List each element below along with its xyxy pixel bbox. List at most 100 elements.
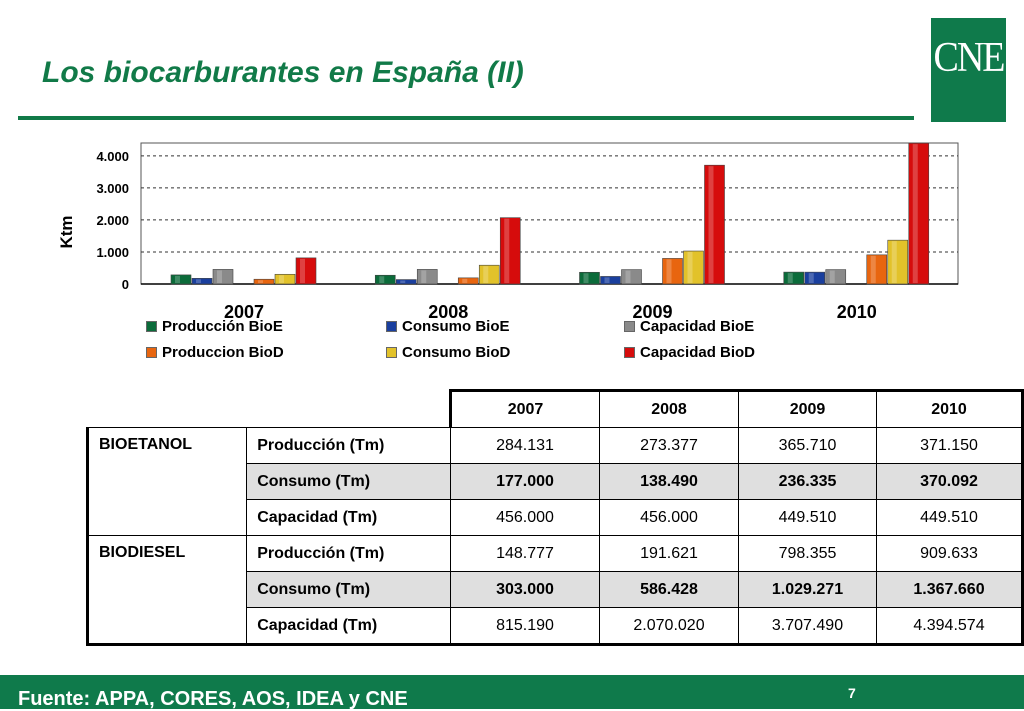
legend-item: Capacidad BioD <box>624 344 755 361</box>
chart-legend: Producción BioE Consumo BioE Capacidad Bio… <box>146 318 846 368</box>
x-category-label: 2009 <box>632 302 672 320</box>
legend-swatch <box>624 347 635 358</box>
bar <box>395 279 417 285</box>
bar <box>887 239 909 285</box>
bar-highlight <box>583 273 589 283</box>
table-cell-value: 815.190 <box>450 607 600 646</box>
legend-item: Capacidad BioE <box>624 318 754 335</box>
legend-swatch <box>386 321 397 332</box>
bar-highlight <box>462 278 468 283</box>
table-cell-value: 284.131 <box>450 427 600 464</box>
table-metric-label: Consumo (Tm) <box>246 571 451 608</box>
bar <box>191 278 213 285</box>
bar-highlight <box>891 241 897 283</box>
bar <box>253 278 275 285</box>
table-header-year: 2008 <box>599 389 739 428</box>
bar <box>499 217 521 285</box>
bar <box>170 274 192 285</box>
y-tick-label: 1.000 <box>96 245 129 260</box>
table-row: Capacidad (Tm) 456.000 456.000 449.510 449.5… <box>88 499 1024 536</box>
legend-swatch <box>146 347 157 358</box>
y-tick-label: 0 <box>122 277 129 292</box>
page-number: 7 <box>848 685 856 701</box>
bar-highlight <box>687 252 693 283</box>
bar-highlight <box>400 280 406 283</box>
table-metric-label: Producción (Tm) <box>246 427 451 464</box>
legend-label: Consumo BioE <box>402 318 510 335</box>
table-group-label: BIODIESEL <box>85 535 248 646</box>
bar <box>704 164 725 285</box>
table-header-year: 2009 <box>738 389 877 428</box>
legend-swatch <box>386 347 397 358</box>
bar <box>783 271 805 285</box>
table-cell-value: 909.633 <box>876 535 1024 572</box>
table-cell-value: 449.510 <box>876 499 1024 536</box>
bar <box>478 264 500 285</box>
table-cell-value: 1.029.271 <box>738 571 877 608</box>
legend-label: Capacidad BioD <box>640 344 756 361</box>
bar <box>804 271 826 285</box>
table-cell-value: 148.777 <box>450 535 600 572</box>
x-category-labels: 2007 2008 2009 2010 <box>224 302 877 320</box>
bars <box>170 142 930 285</box>
x-category-label: 2010 <box>837 302 877 320</box>
bar-highlight <box>708 166 714 283</box>
table-cell-value: 236.335 <box>738 463 877 500</box>
table-header-blank <box>88 391 451 428</box>
table-cell-value: 370.092 <box>876 463 1024 500</box>
table-row: Capacidad (Tm) 815.190 2.070.020 3.707.490 4… <box>88 607 1024 646</box>
table-header-year: 2007 <box>449 389 600 428</box>
bar-highlight <box>379 276 385 283</box>
bar-highlight <box>912 144 918 283</box>
x-category-label: 2008 <box>428 302 468 320</box>
bar-highlight <box>279 275 284 283</box>
table-cell-value: 4.394.574 <box>876 607 1024 646</box>
y-axis-label: Ktm <box>57 215 76 248</box>
bar-highlight <box>196 279 201 283</box>
table-cell-value: 303.000 <box>450 571 600 608</box>
bar <box>621 269 642 285</box>
table-cell-value: 3.707.490 <box>738 607 877 646</box>
table-cell-value: 177.000 <box>450 463 600 500</box>
bar-highlight <box>625 270 631 283</box>
bar <box>212 269 234 285</box>
bar <box>416 269 438 285</box>
bar <box>374 274 396 285</box>
bar-highlight <box>483 266 489 283</box>
table-cell-value: 371.150 <box>876 427 1024 464</box>
legend-swatch <box>146 321 157 332</box>
bar-highlight <box>217 270 222 283</box>
bar-highlight <box>604 277 610 283</box>
legend-label: Producción BioE <box>162 318 283 335</box>
bar-highlight <box>258 280 263 283</box>
table-cell-value: 2.070.020 <box>599 607 739 646</box>
y-tick-labels: 0 1.000 2.000 3.000 4.000 <box>96 149 129 292</box>
table-cell-value: 365.710 <box>738 427 877 464</box>
bar <box>457 277 479 285</box>
table-row: BIODIESEL Producción (Tm) 148.777 191.621 79… <box>85 535 1024 646</box>
bar <box>683 250 704 285</box>
table-header-row: 2007 2008 2009 2010 <box>88 389 1024 428</box>
table-cell-value: 273.377 <box>599 427 739 464</box>
bar <box>825 269 847 285</box>
bar-highlight <box>421 270 427 283</box>
table-cell-value: 191.621 <box>599 535 739 572</box>
legend-item: Produccion BioD <box>146 344 284 361</box>
bar <box>866 254 888 285</box>
source-note: Fuente: APPA, CORES, AOS, IDEA y CNE <box>18 688 408 710</box>
bar <box>908 142 930 285</box>
page-title: Los biocarburantes en España (II) <box>42 56 524 89</box>
bar <box>600 276 621 285</box>
table-metric-label: Producción (Tm) <box>246 535 451 572</box>
gridlines <box>141 155 958 285</box>
data-table: 2007 2008 2009 2010 BIOETANOL Producción (Tm)… <box>85 389 1024 646</box>
table-cell-value: 138.490 <box>599 463 739 500</box>
y-tick-label: 4.000 <box>96 149 129 164</box>
table-cell-value: 456.000 <box>599 499 739 536</box>
plot-frame <box>140 142 959 285</box>
bar-highlight <box>666 259 672 283</box>
table-cell-value: 798.355 <box>738 535 877 572</box>
table-row: BIOETANOL Producción (Tm) 284.131 273.377 36… <box>85 427 1024 536</box>
bar-highlight <box>808 273 814 283</box>
table-cell-value: 586.428 <box>599 571 739 608</box>
